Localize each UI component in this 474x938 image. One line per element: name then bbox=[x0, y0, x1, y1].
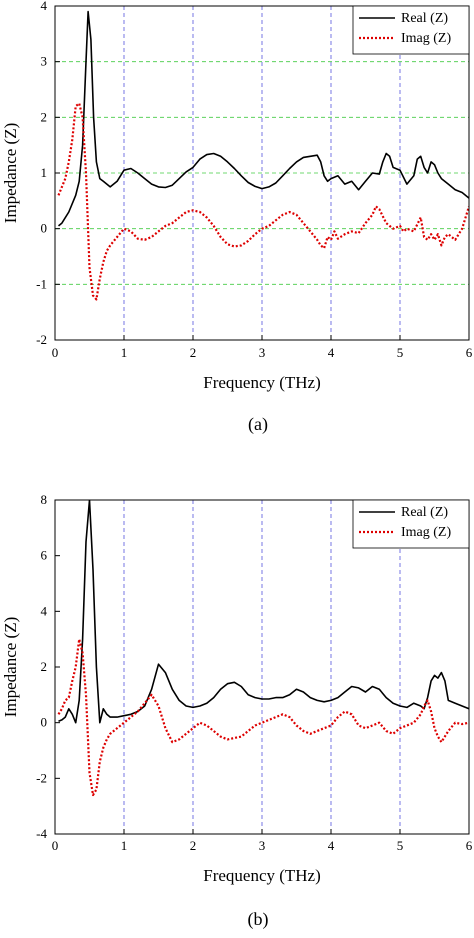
series-line-imag bbox=[57, 102, 469, 301]
series-line-imag bbox=[57, 638, 469, 797]
x-tick-label: 1 bbox=[121, 838, 128, 853]
legend-label-imag: Imag (Z) bbox=[401, 525, 451, 540]
y-tick-label: 1 bbox=[41, 165, 48, 180]
x-tick-label: 3 bbox=[259, 838, 266, 853]
legend-label-imag: Imag (Z) bbox=[401, 31, 451, 46]
x-tick-label: 6 bbox=[466, 345, 473, 360]
x-tick-label: 5 bbox=[397, 838, 404, 853]
x-tick-label: 0 bbox=[52, 345, 59, 360]
y-tick-label: 0 bbox=[41, 715, 48, 730]
series-line-real bbox=[58, 500, 469, 724]
x-tick-label: 1 bbox=[121, 345, 128, 360]
y-tick-label: 4 bbox=[41, 603, 48, 618]
y-axis-title: Impedance (Z) bbox=[1, 617, 20, 718]
y-tick-label: 2 bbox=[41, 109, 48, 124]
x-tick-label: 2 bbox=[190, 838, 197, 853]
x-tick-label: 4 bbox=[328, 345, 335, 360]
legend-label-real: Real (Z) bbox=[401, 11, 448, 26]
y-tick-label: -1 bbox=[36, 276, 47, 291]
x-tick-label: 6 bbox=[466, 838, 473, 853]
legend: Real (Z) Imag (Z) bbox=[352, 499, 470, 549]
legend: Real (Z) Imag (Z) bbox=[352, 5, 470, 55]
x-tick-label: 4 bbox=[328, 838, 335, 853]
x-tick-label: 2 bbox=[190, 345, 197, 360]
series-line-real bbox=[57, 10, 469, 227]
y-tick-label: 0 bbox=[41, 221, 48, 236]
y-tick-label: -4 bbox=[36, 826, 47, 841]
legend-box bbox=[352, 499, 470, 549]
figure-caption: (b) bbox=[248, 909, 269, 930]
x-tick-label: 5 bbox=[397, 345, 404, 360]
y-tick-label: 6 bbox=[41, 548, 48, 563]
x-axis-title: Frequency (THz) bbox=[203, 866, 321, 885]
legend-box bbox=[352, 5, 470, 55]
legend-label-real: Real (Z) bbox=[401, 505, 448, 520]
chart-panel-a: 0 1 2 3 4 5 6 -2 -1 0 1 2 3 4 Frequency (THz) Impedance… bbox=[1, 0, 473, 435]
y-tick-label: -2 bbox=[36, 332, 47, 347]
y-tick-label: 3 bbox=[41, 54, 48, 69]
y-tick-label: 4 bbox=[41, 0, 48, 13]
figure-caption: (a) bbox=[248, 414, 268, 435]
y-axis-title: Impedance (Z) bbox=[1, 123, 20, 224]
x-tick-label: 0 bbox=[52, 838, 59, 853]
x-tick-label: 3 bbox=[259, 345, 266, 360]
x-axis-title: Frequency (THz) bbox=[203, 373, 321, 392]
y-tick-label: -2 bbox=[36, 770, 47, 785]
y-tick-label: 8 bbox=[41, 492, 48, 507]
y-tick-label: 2 bbox=[41, 659, 48, 674]
chart-panel-b: 0 1 2 3 4 5 6 -4 -2 0 2 4 6 8 Frequency (THz) Impedance… bbox=[1, 492, 473, 930]
